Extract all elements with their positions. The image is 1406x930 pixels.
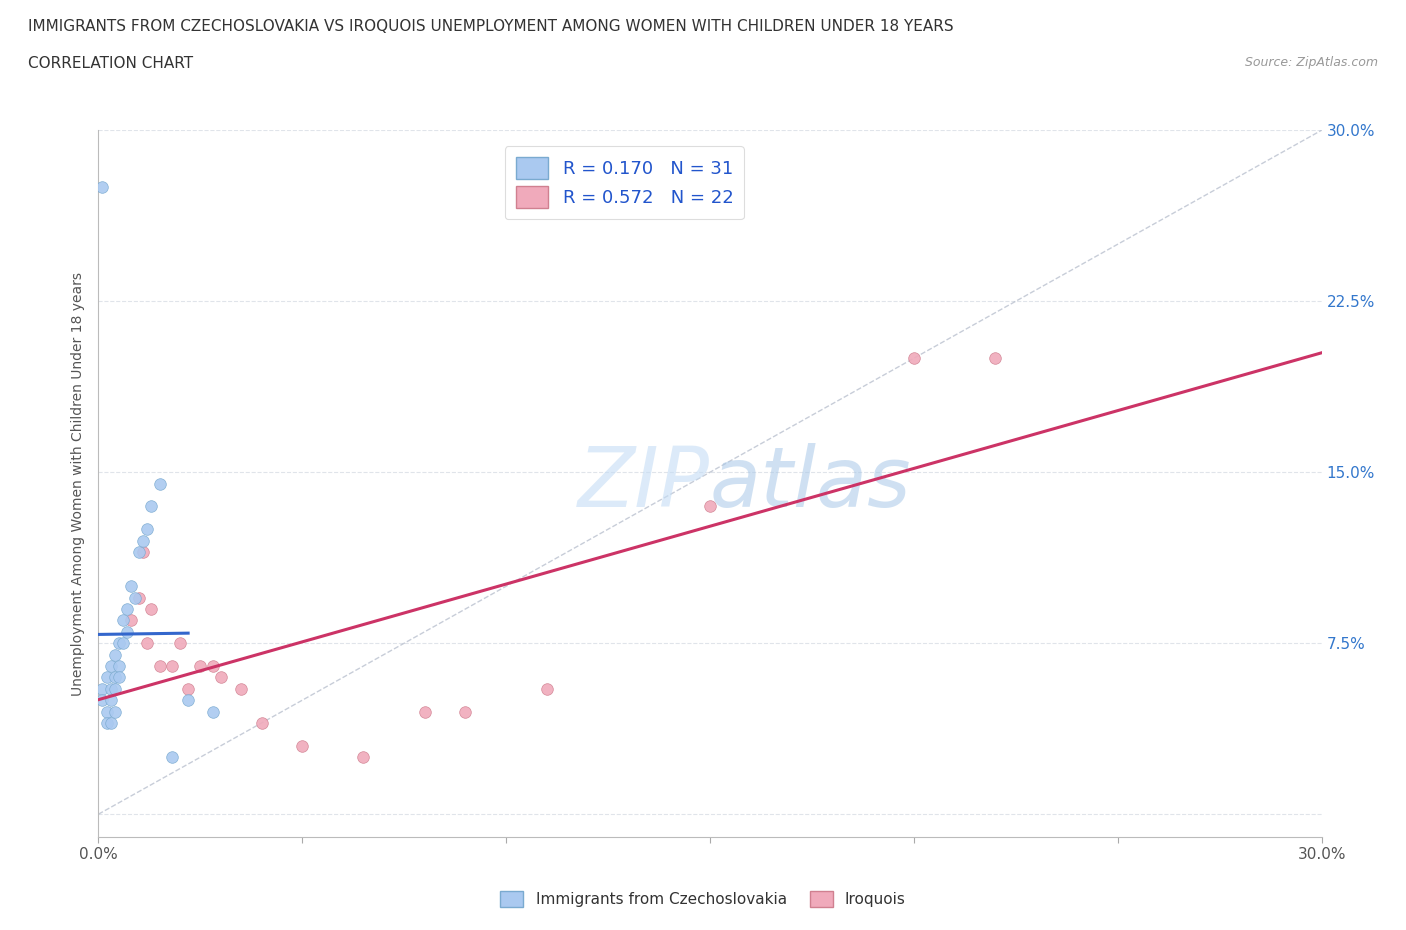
Point xyxy=(91,682,114,697)
Point xyxy=(104,704,127,719)
Point xyxy=(984,351,1007,365)
Point xyxy=(115,624,138,639)
Point xyxy=(160,750,183,764)
Point xyxy=(104,647,127,662)
Legend: R = 0.170   N = 31, R = 0.572   N = 22: R = 0.170 N = 31, R = 0.572 N = 22 xyxy=(505,146,744,219)
Text: Source: ZipAtlas.com: Source: ZipAtlas.com xyxy=(1244,56,1378,69)
Point xyxy=(536,682,558,697)
Point xyxy=(177,682,200,697)
Point xyxy=(108,636,131,651)
Point xyxy=(352,750,374,764)
Point xyxy=(201,658,224,673)
Point xyxy=(141,602,163,617)
Point xyxy=(128,591,150,605)
Point xyxy=(177,693,200,708)
Point xyxy=(201,704,224,719)
Point xyxy=(141,499,163,514)
Point xyxy=(96,715,118,730)
Point xyxy=(111,636,134,651)
Point xyxy=(108,670,131,684)
Point xyxy=(108,658,131,673)
Point xyxy=(699,499,721,514)
Text: ZIP: ZIP xyxy=(578,443,710,525)
Point xyxy=(128,545,150,560)
Point xyxy=(903,351,925,365)
Point xyxy=(96,704,118,719)
Point xyxy=(136,636,159,651)
Point xyxy=(169,636,191,651)
Point xyxy=(413,704,436,719)
Point xyxy=(132,533,155,548)
Legend: Immigrants from Czechoslovakia, Iroquois: Immigrants from Czechoslovakia, Iroquois xyxy=(495,884,911,913)
Text: CORRELATION CHART: CORRELATION CHART xyxy=(28,56,193,71)
Point xyxy=(160,658,183,673)
Point xyxy=(149,658,172,673)
Point xyxy=(188,658,212,673)
Text: IMMIGRANTS FROM CZECHOSLOVAKIA VS IROQUOIS UNEMPLOYMENT AMONG WOMEN WITH CHILDRE: IMMIGRANTS FROM CZECHOSLOVAKIA VS IROQUO… xyxy=(28,19,953,33)
Point xyxy=(149,476,172,491)
Point xyxy=(100,693,122,708)
Point xyxy=(91,179,114,194)
Point xyxy=(91,693,114,708)
Point xyxy=(120,613,142,628)
Point xyxy=(96,670,118,684)
Point xyxy=(115,602,138,617)
Point xyxy=(111,613,134,628)
Point xyxy=(291,738,314,753)
Point xyxy=(124,591,146,605)
Point xyxy=(120,578,142,593)
Point xyxy=(100,715,122,730)
Point xyxy=(209,670,232,684)
Text: atlas: atlas xyxy=(710,443,911,525)
Point xyxy=(231,682,253,697)
Point xyxy=(104,682,127,697)
Point xyxy=(100,682,122,697)
Point xyxy=(136,522,159,537)
Point xyxy=(100,658,122,673)
Point xyxy=(132,545,155,560)
Point xyxy=(454,704,477,719)
Point xyxy=(250,715,273,730)
Y-axis label: Unemployment Among Women with Children Under 18 years: Unemployment Among Women with Children U… xyxy=(70,272,84,696)
Point xyxy=(104,670,127,684)
